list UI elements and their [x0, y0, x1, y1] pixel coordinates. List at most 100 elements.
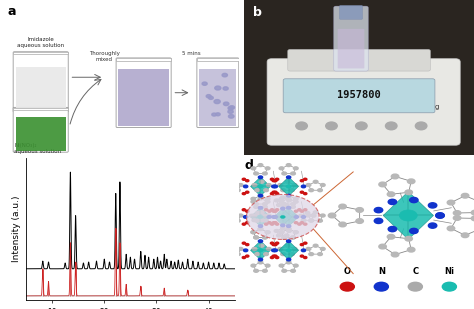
Circle shape	[453, 216, 461, 220]
Circle shape	[242, 242, 246, 244]
Circle shape	[286, 240, 291, 243]
Circle shape	[318, 219, 322, 222]
Bar	[16, 67, 66, 110]
Circle shape	[291, 172, 295, 175]
Circle shape	[428, 223, 437, 228]
Circle shape	[471, 216, 474, 221]
Text: d: d	[244, 159, 253, 172]
FancyBboxPatch shape	[334, 6, 368, 71]
Circle shape	[284, 204, 289, 206]
Circle shape	[356, 208, 364, 212]
Circle shape	[306, 214, 311, 217]
Circle shape	[309, 253, 314, 256]
FancyBboxPatch shape	[283, 79, 435, 113]
Polygon shape	[251, 177, 270, 196]
Circle shape	[356, 219, 364, 223]
Circle shape	[291, 205, 295, 208]
Circle shape	[281, 253, 285, 256]
Circle shape	[300, 191, 303, 193]
Circle shape	[212, 113, 217, 116]
Circle shape	[300, 243, 303, 246]
Circle shape	[209, 96, 213, 99]
Circle shape	[298, 209, 301, 211]
FancyBboxPatch shape	[337, 29, 365, 68]
Circle shape	[291, 269, 295, 272]
Circle shape	[251, 231, 255, 234]
Circle shape	[275, 209, 279, 211]
Circle shape	[265, 197, 270, 200]
Circle shape	[379, 182, 386, 187]
FancyBboxPatch shape	[244, 0, 474, 154]
Circle shape	[273, 222, 277, 224]
Y-axis label: Intensity (a.u.): Intensity (a.u.)	[11, 195, 20, 262]
Circle shape	[286, 227, 291, 231]
Circle shape	[263, 205, 267, 208]
Circle shape	[236, 253, 240, 256]
Circle shape	[281, 219, 285, 222]
Circle shape	[279, 200, 284, 203]
Circle shape	[306, 184, 311, 186]
Circle shape	[339, 222, 346, 227]
Circle shape	[246, 255, 249, 257]
Circle shape	[281, 207, 285, 210]
Circle shape	[293, 200, 298, 203]
Circle shape	[320, 184, 325, 186]
Circle shape	[293, 197, 298, 200]
Circle shape	[227, 219, 231, 222]
Circle shape	[216, 113, 220, 116]
Circle shape	[266, 214, 271, 217]
Polygon shape	[279, 177, 299, 196]
Circle shape	[263, 269, 267, 272]
Circle shape	[388, 199, 397, 205]
Circle shape	[313, 211, 318, 214]
Circle shape	[281, 227, 285, 230]
Circle shape	[300, 210, 303, 212]
Circle shape	[374, 282, 388, 291]
Circle shape	[227, 253, 231, 256]
Circle shape	[281, 224, 285, 226]
Circle shape	[374, 218, 383, 223]
Circle shape	[264, 189, 268, 192]
Circle shape	[279, 197, 284, 200]
Circle shape	[356, 122, 367, 130]
Text: Imidazole
aqueous solution: Imidazole aqueous solution	[17, 37, 64, 48]
Circle shape	[246, 210, 249, 212]
Circle shape	[471, 210, 474, 215]
Circle shape	[270, 178, 273, 180]
Circle shape	[246, 194, 319, 239]
Circle shape	[279, 264, 284, 267]
FancyBboxPatch shape	[13, 52, 68, 112]
Circle shape	[224, 184, 229, 186]
Circle shape	[292, 184, 297, 186]
Circle shape	[285, 211, 290, 214]
Circle shape	[270, 242, 273, 244]
Circle shape	[272, 180, 275, 182]
Text: C: C	[412, 267, 419, 276]
Circle shape	[291, 236, 295, 239]
Circle shape	[400, 210, 417, 221]
Circle shape	[215, 86, 221, 90]
Circle shape	[320, 214, 325, 217]
Circle shape	[301, 219, 306, 222]
Circle shape	[285, 244, 290, 247]
FancyBboxPatch shape	[197, 58, 239, 127]
Circle shape	[202, 82, 207, 85]
FancyBboxPatch shape	[13, 107, 68, 152]
Bar	[199, 69, 237, 126]
Circle shape	[276, 204, 281, 206]
Text: O: O	[344, 267, 351, 276]
Circle shape	[272, 210, 275, 212]
Circle shape	[442, 282, 456, 291]
Circle shape	[385, 122, 397, 130]
Text: Ni: Ni	[444, 267, 455, 276]
Circle shape	[301, 185, 306, 188]
Circle shape	[258, 258, 263, 261]
Circle shape	[453, 211, 461, 215]
Circle shape	[286, 197, 291, 200]
Circle shape	[258, 261, 263, 264]
Bar	[16, 117, 66, 150]
Circle shape	[306, 248, 311, 250]
Circle shape	[265, 231, 270, 234]
Circle shape	[260, 219, 264, 222]
Circle shape	[309, 219, 314, 222]
